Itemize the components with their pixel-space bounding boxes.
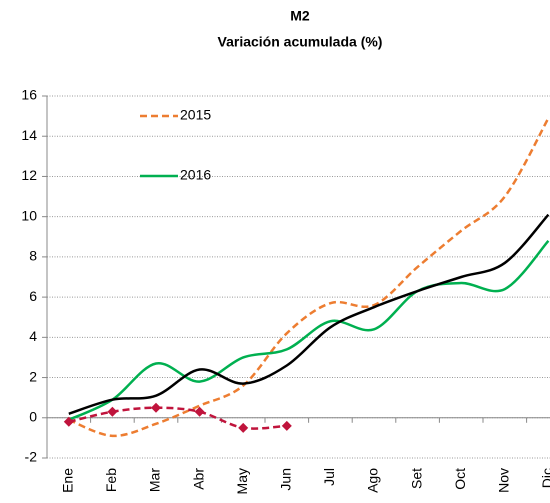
y-tick-label: 12 <box>21 167 37 183</box>
y-tick-label: 2 <box>29 368 37 384</box>
y-tick-label: 6 <box>29 288 37 304</box>
x-tick-label: Jul <box>321 468 337 486</box>
chart-title: M2 <box>290 8 310 24</box>
x-tick-label: Abr <box>190 468 206 490</box>
series-line <box>68 239 550 421</box>
point-marker <box>151 402 161 413</box>
point-marker <box>238 422 249 433</box>
legend-label: 2016 <box>180 167 211 183</box>
x-tick-label: Ene <box>60 468 76 493</box>
x-tick-label: Nov <box>496 468 512 493</box>
point-marker <box>194 406 205 417</box>
point-marker <box>107 406 118 417</box>
y-tick-label: 14 <box>21 127 37 143</box>
chart-subtitle: Variación acumulada (%) <box>218 34 383 50</box>
y-tick-label: 0 <box>29 408 37 424</box>
y-tick-label: -2 <box>25 449 38 465</box>
series-line <box>68 117 550 438</box>
x-tick-label: Mar <box>147 468 163 492</box>
y-tick-label: 10 <box>21 207 37 223</box>
legend-label: 2015 <box>180 107 211 123</box>
series-line <box>68 406 287 430</box>
y-tick-label: 8 <box>29 248 37 264</box>
x-tick-label: May <box>234 468 250 494</box>
x-tick-label: Ago <box>365 468 381 493</box>
x-tick-label: Dic <box>539 468 550 488</box>
x-tick-label: Feb <box>103 468 119 492</box>
x-tick-label: Set <box>408 468 424 489</box>
series-line <box>68 213 550 415</box>
point-marker <box>281 420 292 431</box>
point-marker <box>63 416 74 427</box>
x-tick-label: Oct <box>452 468 468 490</box>
y-tick-label: 16 <box>21 87 37 103</box>
y-tick-label: 4 <box>29 328 37 344</box>
x-tick-label: Jun <box>278 468 294 491</box>
